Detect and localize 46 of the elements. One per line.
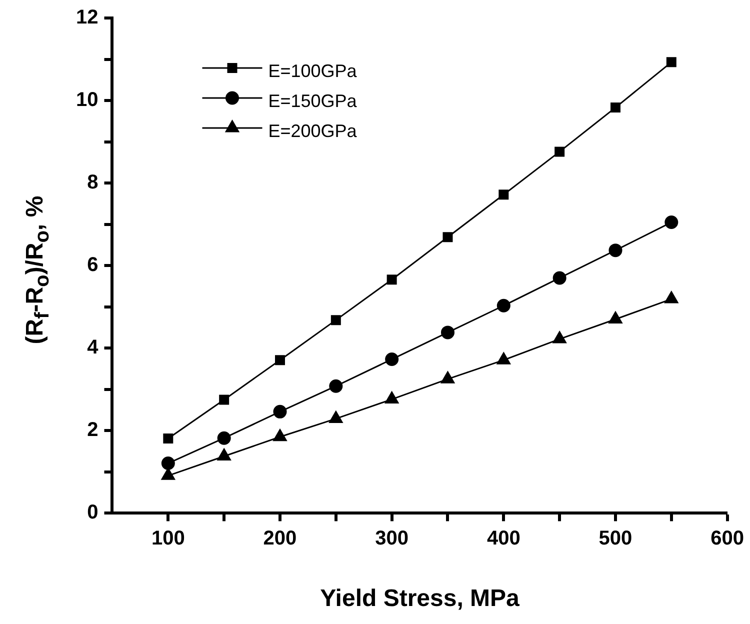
point (273, 404, 287, 418)
point (219, 394, 230, 405)
point (552, 271, 566, 285)
point (275, 355, 285, 366)
x-tick-label: 400 (486, 528, 520, 550)
y-tick-label: 8 (87, 172, 98, 194)
point (329, 379, 343, 393)
point (386, 274, 397, 285)
point (664, 216, 678, 230)
y-tick-label: 10 (76, 89, 98, 112)
point (217, 431, 231, 445)
point (273, 429, 287, 442)
legend-label: E=100GPa (268, 60, 358, 81)
x-tick-label: 300 (375, 528, 409, 550)
x-tick-label: 100 (151, 528, 185, 550)
legend-label: E=150GPa (268, 90, 358, 111)
point (442, 232, 453, 242)
point (554, 146, 565, 157)
point (498, 190, 509, 200)
point (664, 291, 678, 304)
point (496, 352, 510, 364)
point (666, 57, 676, 68)
point (330, 315, 341, 326)
point (496, 298, 510, 312)
point (552, 331, 566, 344)
y-tick-label: 0 (87, 502, 98, 524)
point (385, 392, 399, 404)
point (385, 352, 399, 366)
x-tick-label: 600 (710, 528, 744, 550)
point (217, 448, 231, 460)
x-axis-title: Yield Stress, MPa (320, 585, 520, 612)
point (161, 468, 175, 480)
point (440, 326, 454, 340)
point (161, 456, 175, 470)
y-tick-label: 4 (87, 336, 100, 359)
y-tick-label: 6 (87, 254, 98, 276)
y-tick-label: 2 (87, 419, 98, 442)
point (608, 244, 622, 258)
point (610, 102, 620, 113)
point (440, 371, 455, 384)
y-tick-label: 12 (76, 6, 98, 29)
x-tick-label: 500 (598, 528, 632, 550)
x-tick-label: 200 (263, 528, 297, 550)
point (329, 410, 343, 423)
point (163, 434, 174, 444)
legend-label: E=200GPa (268, 120, 358, 141)
